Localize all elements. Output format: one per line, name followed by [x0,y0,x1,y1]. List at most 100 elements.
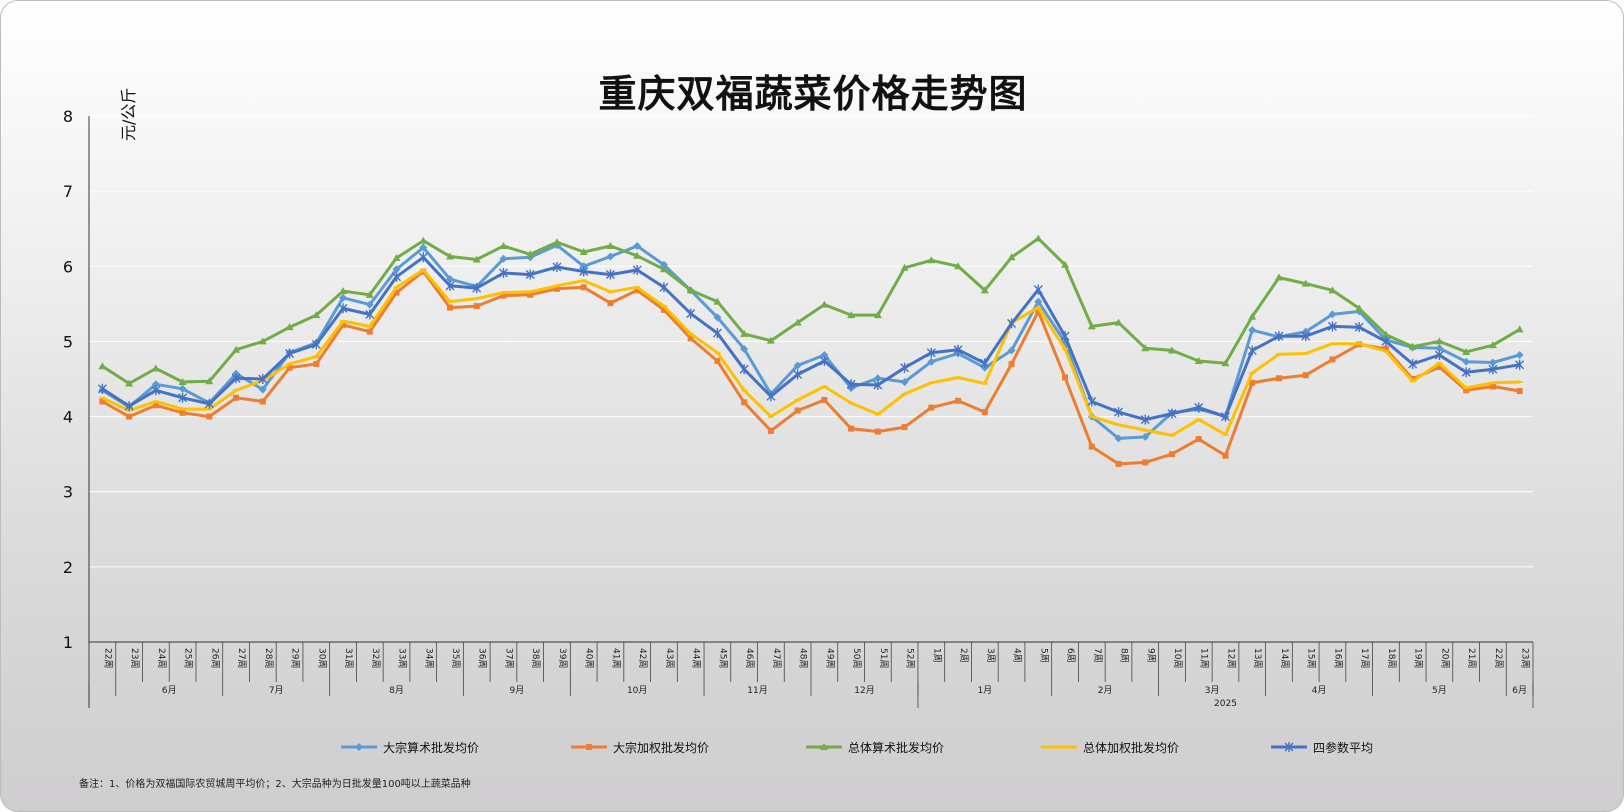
data-point [365,300,374,309]
x-tick-label: 13周 [1252,648,1263,668]
data-point [605,269,615,280]
legend-marker [355,743,363,751]
data-point [1515,350,1524,359]
x-tick-label: 7周 [1092,648,1103,663]
x-tick-label: 22周 [1493,648,1504,668]
legend-item-series-2: 大宗加权批发均价 [571,739,709,755]
x-tick-label: 16周 [1332,648,1343,668]
data-point [767,427,774,434]
x-tick-label: 18周 [1386,648,1397,668]
x-tick-label: 39周 [557,648,568,668]
data-point [1329,356,1336,363]
month-label: 6月 [162,685,177,696]
data-point [1008,360,1015,367]
chart-title: 重庆双福蔬菜价格走势图 [598,72,1028,116]
x-tick-label: 15周 [1306,648,1317,668]
data-point [365,290,374,298]
month-label: 7月 [269,685,284,696]
data-point [446,275,454,284]
legend-label: 总体算术批发均价 [848,740,945,755]
x-tick-label: 21周 [1466,648,1477,668]
data-point [1463,387,1470,390]
series-line [101,268,1520,437]
month-label: 11月 [747,685,767,696]
data-point [1409,380,1416,383]
data-point [1088,415,1095,418]
data-point [178,378,187,386]
data-point [1301,279,1310,287]
data-point [366,328,373,335]
x-tick-label: 40周 [584,648,595,668]
month-label: 4月 [1312,685,1327,696]
data-point [580,279,587,282]
data-point [1222,452,1229,459]
x-tick-label: 23周 [1520,648,1531,668]
data-point [687,332,694,335]
data-point [820,300,829,308]
data-point [1035,308,1042,315]
data-point [606,252,615,261]
data-point [1195,436,1202,443]
series-3 [98,234,1524,387]
legend-label: 大宗加权批发均价 [613,740,710,755]
data-point [926,347,936,358]
series-4 [99,268,1523,437]
x-tick-label: 47周 [771,648,782,668]
data-point [874,428,881,435]
data-point [500,291,507,294]
x-tick-label: 1周 [931,648,942,663]
data-point [633,251,642,259]
data-point [712,328,722,339]
data-point [873,380,883,391]
data-point [741,399,748,406]
legend-item-series-1: 大宗算术批发均价 [341,739,479,755]
data-point [953,344,963,355]
data-point [527,290,534,293]
y-tick-label: 2 [63,558,73,577]
data-point [1462,347,1471,355]
data-point [1141,432,1150,441]
data-point [740,329,749,337]
x-tick-label: 26周 [209,648,220,668]
x-tick-label: 50周 [851,648,862,668]
y-tick-label: 8 [63,107,73,126]
data-point [233,394,240,401]
data-point [418,252,428,263]
data-point [632,265,642,276]
data-point [1169,434,1175,437]
x-tick-label: 44周 [691,648,702,668]
data-point [579,262,588,271]
x-tick-label: 30周 [316,648,327,668]
data-point [980,286,989,294]
x-tick-label: 25周 [183,648,194,668]
data-point [498,268,508,279]
data-point [151,385,161,396]
data-point [204,398,214,409]
month-label: 8月 [389,685,404,696]
x-tick-label: 41周 [610,648,621,668]
data-point [660,306,667,313]
legend-marker [1056,746,1062,748]
legend-label: 总体加权批发均价 [1083,740,1180,755]
data-point [1381,330,1390,338]
data-point [1194,402,1204,413]
data-point [231,373,241,384]
data-point [1302,372,1309,379]
data-point [392,265,401,274]
data-point [232,345,241,353]
data-point [258,374,268,384]
data-point [1062,347,1069,350]
y-axis-label: 元/公斤 [119,88,138,141]
data-point [848,425,855,432]
data-point [178,384,187,393]
series-line [101,237,1521,385]
legend-item-series-5: 四参数平均 [1271,739,1373,755]
data-point [739,364,749,375]
data-point [1354,322,1364,333]
data-point [526,250,535,258]
data-point [1274,331,1284,342]
data-point [393,289,400,296]
data-point [473,297,480,300]
data-point [579,266,589,277]
legend-swatch-series-1 [341,743,377,751]
